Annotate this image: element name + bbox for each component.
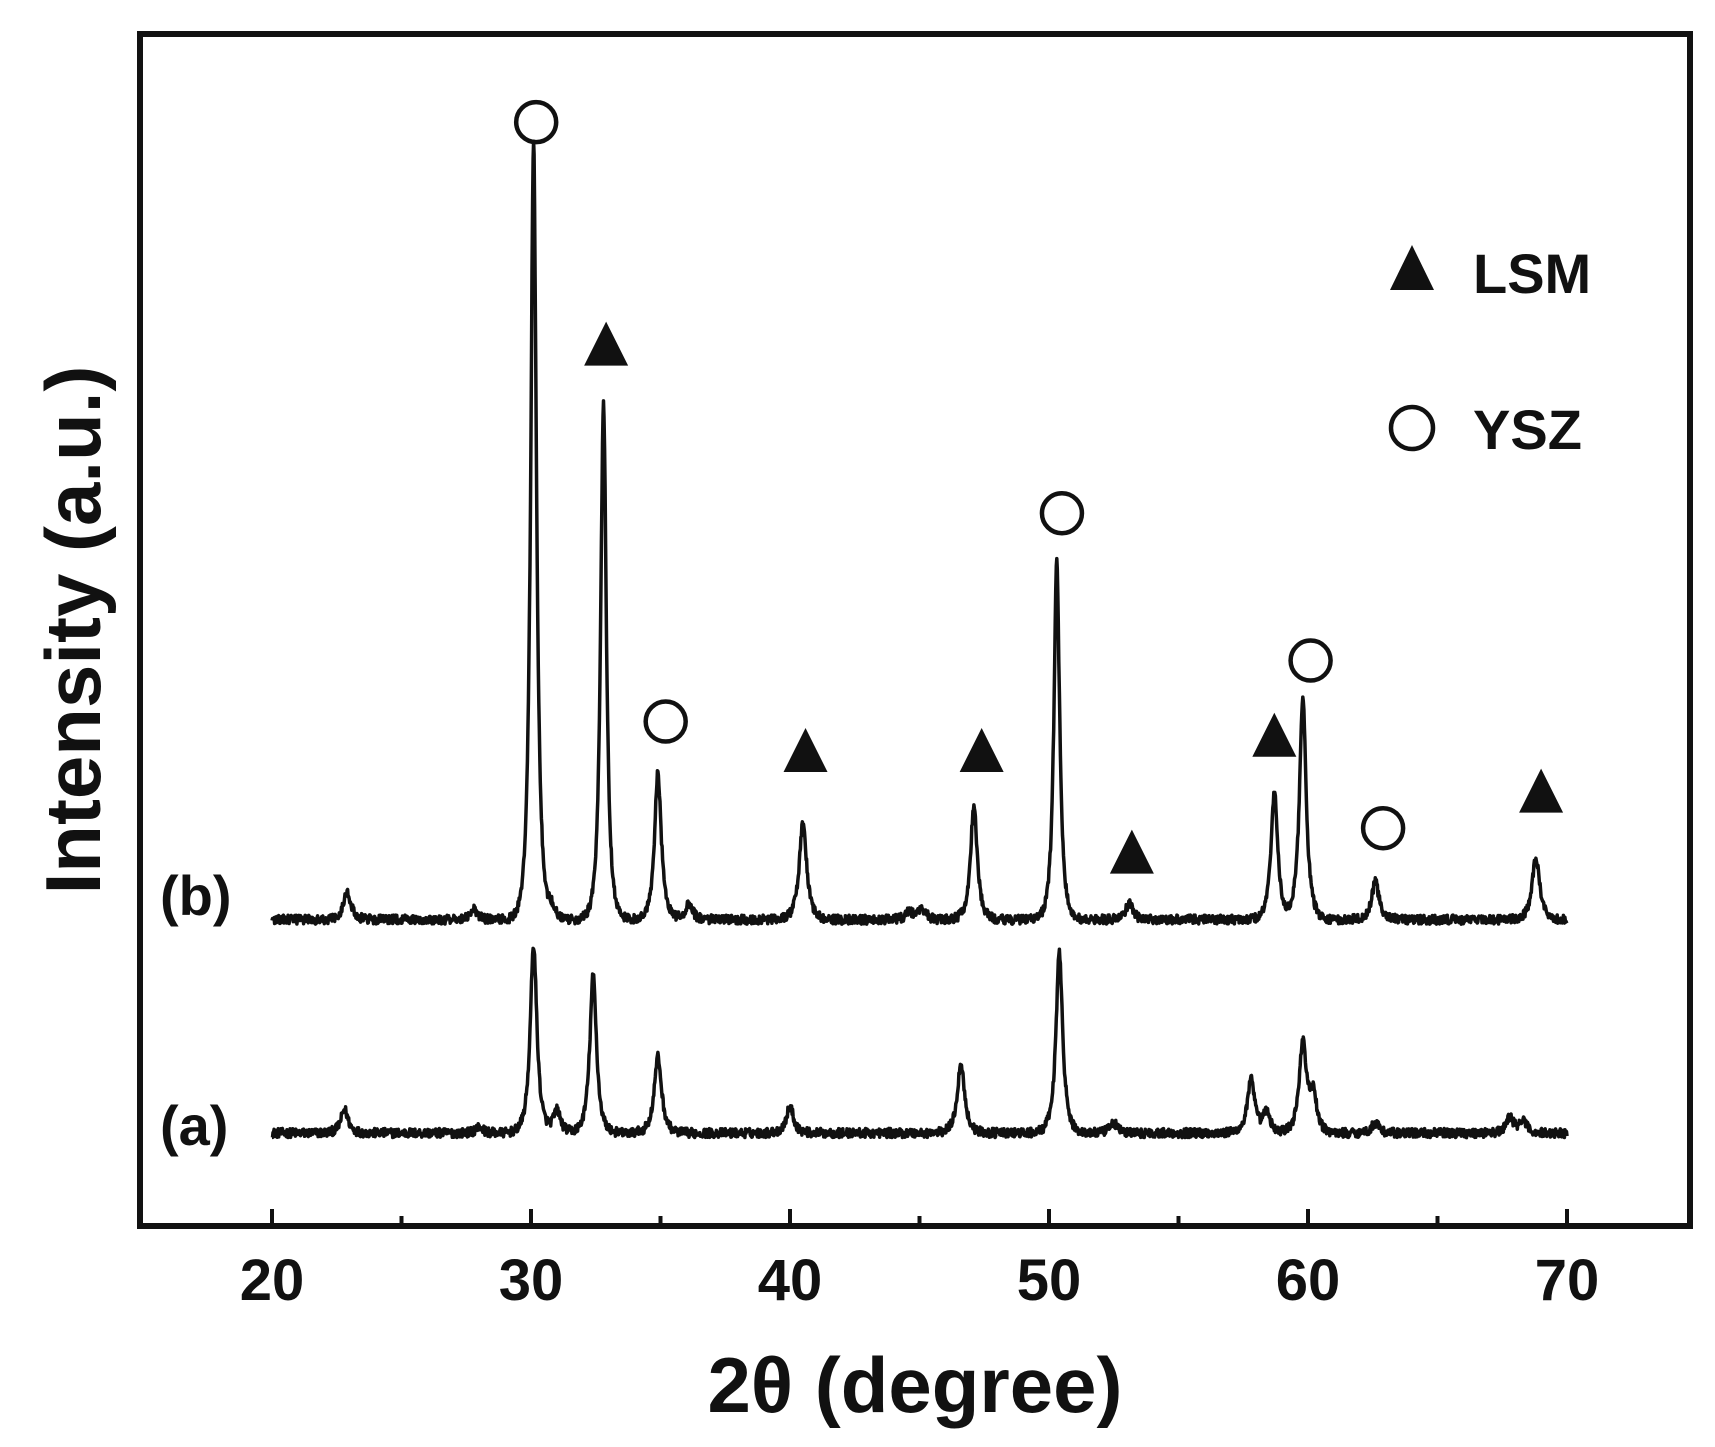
series-layer	[270, 139, 1569, 1140]
legend-circle-icon	[1388, 404, 1436, 452]
x-tick-label: 70	[1535, 1248, 1600, 1313]
lsm-marker-icon	[783, 728, 828, 772]
series-label-a: (a)	[160, 1094, 228, 1157]
phase-markers	[513, 99, 1564, 874]
legend-triangle-icon	[1390, 245, 1434, 290]
lsm-marker-icon	[959, 728, 1004, 772]
lsm-marker-icon	[1252, 712, 1297, 757]
lsm-marker-icon	[1109, 829, 1154, 874]
ysz-marker-icon	[513, 99, 559, 145]
series-line-a	[270, 946, 1569, 1140]
series-label-b: (b)	[160, 864, 232, 927]
ysz-marker-icon	[1039, 490, 1085, 536]
x-tick-label: 30	[499, 1248, 564, 1313]
ysz-marker-icon	[1360, 805, 1406, 851]
x-tick-label: 20	[240, 1248, 305, 1313]
lsm-marker-icon	[584, 321, 629, 366]
legend-label-lsm: LSM	[1473, 242, 1591, 305]
lsm-marker-icon	[1519, 768, 1564, 813]
ysz-marker-icon	[643, 699, 688, 744]
x-axis-ticks: 20 30 40 50 60 70	[240, 1209, 1600, 1313]
ysz-marker-icon	[1288, 638, 1333, 683]
x-tick-label: 60	[1276, 1248, 1341, 1313]
plot-frame	[137, 31, 1693, 1229]
legend: LSM YSZ	[1388, 242, 1591, 461]
x-tick-label: 50	[1017, 1248, 1082, 1313]
y-axis-title: Intensity (a.u.)	[29, 366, 117, 895]
x-tick-label: 40	[758, 1248, 823, 1313]
x-axis-title: 2θ (degree)	[708, 1341, 1123, 1429]
series-line-b	[270, 139, 1569, 926]
legend-label-ysz: YSZ	[1473, 398, 1582, 461]
